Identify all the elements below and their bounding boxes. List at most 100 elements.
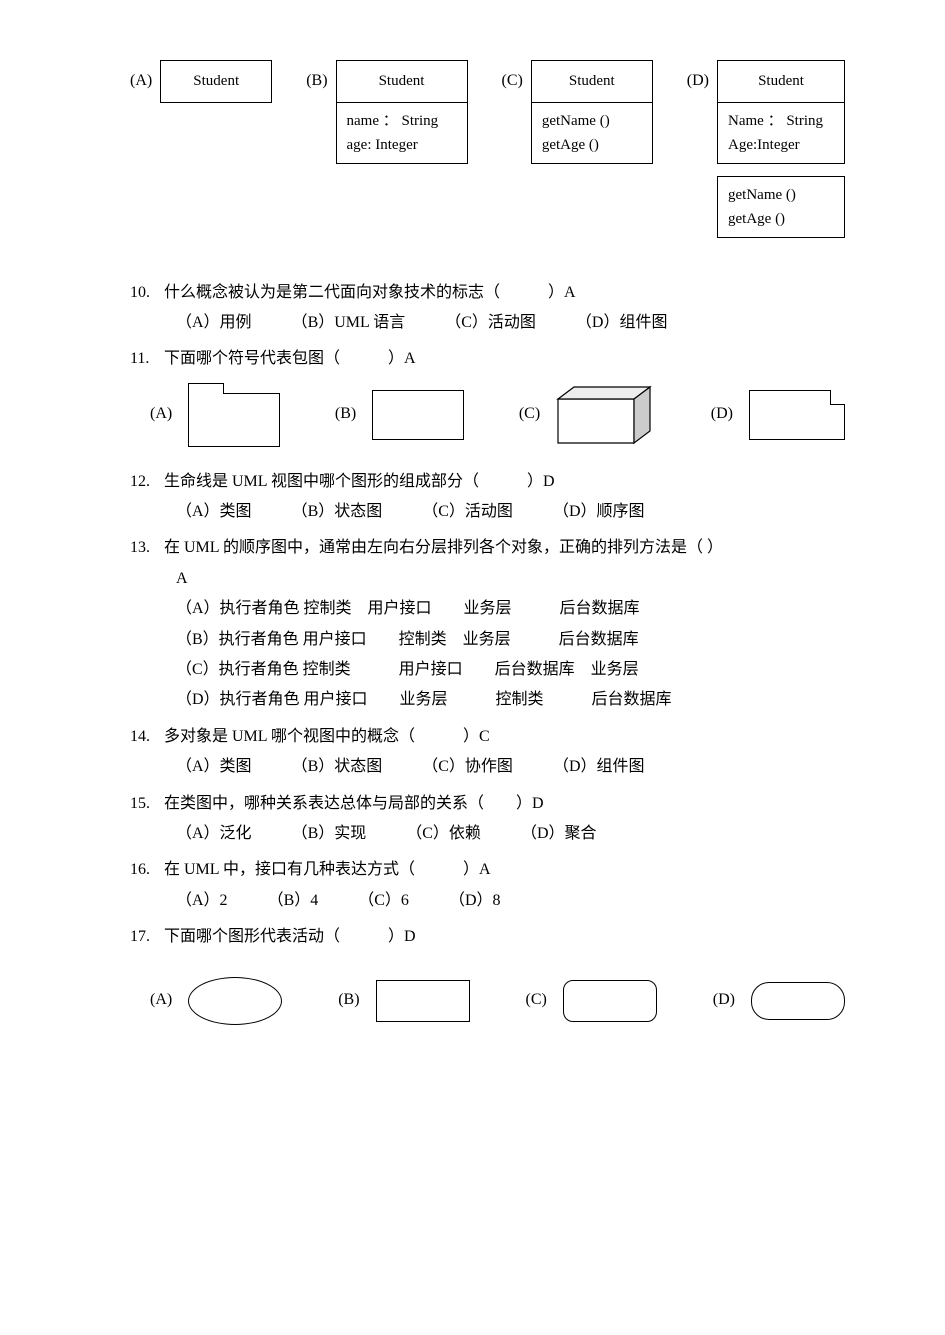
uml-c-op2: getAge () — [542, 133, 642, 157]
label-c: (C) — [501, 66, 522, 96]
label-b: (B) — [306, 66, 327, 96]
q14-num: 14. — [130, 722, 164, 752]
q11-a-label: (A) — [150, 399, 172, 429]
uml-box-c: Student getName () getAge () — [531, 60, 653, 164]
uml-box-d-wrap: Student Name ： String Age:Integer getNam… — [717, 60, 845, 238]
uml-c-op1: getName () — [542, 109, 642, 133]
q15-num: 15. — [130, 789, 164, 819]
rounded-rect-icon — [563, 980, 657, 1022]
q12-d: （D）顺序图 — [553, 497, 645, 527]
note-icon — [749, 390, 845, 440]
q10-b: （B）UML 语言 — [292, 308, 406, 338]
q15: 15. 在类图中，哪种关系表达总体与局部的关系（ ）D — [130, 789, 845, 819]
ellipse-icon — [188, 977, 282, 1025]
q17-d-label: (D) — [713, 985, 735, 1015]
q11-c-label: (C) — [519, 399, 540, 429]
q13-ans: A — [130, 564, 845, 594]
uml-option-c: (C) Student getName () getAge () — [501, 60, 652, 164]
q11-d-label: (D) — [711, 399, 733, 429]
uml-option-b: (B) Student name ： String age: Integer — [306, 60, 467, 164]
package-icon — [188, 393, 280, 447]
uml-option-d: (D) Student Name ： String Age:Integer ge… — [687, 60, 845, 238]
q16-d: （D）8 — [449, 886, 501, 916]
q10-num: 10. — [130, 278, 164, 308]
q15-a: （A）泛化 — [176, 819, 252, 849]
uml-d-attrs: Name ： String Age:Integer — [718, 102, 844, 163]
uml-option-a: (A) Student — [130, 60, 272, 103]
q11-text: 下面哪个符号代表包图（ ）A — [164, 344, 845, 374]
uml-a-name: Student — [161, 61, 271, 102]
q13-num: 13. — [130, 533, 164, 563]
uml-options-row: (A) Student (B) Student name ： String ag… — [130, 60, 845, 238]
q12-c: （C）活动图 — [422, 497, 513, 527]
pill-rect-icon — [751, 982, 845, 1020]
q16-choices: （A）2 （B）4 （C）6 （D）8 — [130, 886, 845, 916]
q14-c: （C）协作图 — [422, 752, 513, 782]
q12: 12. 生命线是 UML 视图中哪个图形的组成部分（ ）D — [130, 467, 845, 497]
q17-shapes: (A) (B) (C) (D) — [130, 977, 845, 1025]
q17-num: 17. — [130, 922, 164, 952]
q14-a: （A）类图 — [176, 752, 252, 782]
q16-a: （A）2 — [176, 886, 228, 916]
q10-text: 什么概念被认为是第二代面向对象技术的标志（ ）A — [164, 278, 845, 308]
uml-d-op2: getAge () — [728, 207, 834, 231]
q13-b: （B）执行者角色 用户接口 控制类 业务层 后台数据库 — [130, 625, 845, 655]
q15-text: 在类图中，哪种关系表达总体与局部的关系（ ）D — [164, 789, 845, 819]
q17-a-label: (A) — [150, 985, 172, 1015]
q12-text: 生命线是 UML 视图中哪个图形的组成部分（ ）D — [164, 467, 845, 497]
q13-text: 在 UML 的顺序图中，通常由左向右分层排列各个对象，正确的排列方法是（ ） — [164, 533, 845, 563]
q17-b-label: (B) — [338, 985, 359, 1015]
uml-b-attrs: name ： String age: Integer — [337, 102, 467, 163]
cube-icon — [556, 385, 656, 445]
q14-d: （D）组件图 — [553, 752, 645, 782]
q15-d: （D）聚合 — [521, 819, 597, 849]
uml-b-attr1: name ： String — [347, 109, 457, 133]
rectangle-icon — [372, 390, 464, 440]
q14-text: 多对象是 UML 哪个视图中的概念（ ）C — [164, 722, 845, 752]
q12-b: （B）状态图 — [292, 497, 383, 527]
q11: 11. 下面哪个符号代表包图（ ）A — [130, 344, 845, 374]
q13-c: （C）执行者角色 控制类 用户接口 后台数据库 业务层 — [130, 655, 845, 685]
q14-b: （B）状态图 — [292, 752, 383, 782]
q16: 16. 在 UML 中，接口有几种表达方式（ ）A — [130, 855, 845, 885]
q13-d: （D）执行者角色 用户接口 业务层 控制类 后台数据库 — [130, 685, 845, 715]
q13: 13. 在 UML 的顺序图中，通常由左向右分层排列各个对象，正确的排列方法是（… — [130, 533, 845, 563]
q10-c: （C）活动图 — [445, 308, 536, 338]
uml-d-op1: getName () — [728, 183, 834, 207]
q16-b: （B）4 — [268, 886, 319, 916]
q11-b-label: (B) — [335, 399, 356, 429]
uml-box-b: Student name ： String age: Integer — [336, 60, 468, 164]
q12-num: 12. — [130, 467, 164, 497]
uml-box-d-bottom: getName () getAge () — [717, 176, 845, 238]
q15-c: （C）依赖 — [406, 819, 481, 849]
q11-num: 11. — [130, 344, 164, 374]
q17-c-label: (C) — [525, 985, 546, 1015]
q16-num: 16. — [130, 855, 164, 885]
uml-d-ops: getName () getAge () — [718, 177, 844, 237]
label-a: (A) — [130, 66, 152, 96]
uml-c-ops: getName () getAge () — [532, 102, 652, 163]
uml-d-name: Student — [718, 61, 844, 102]
q12-a: （A）类图 — [176, 497, 252, 527]
q16-text: 在 UML 中，接口有几种表达方式（ ）A — [164, 855, 845, 885]
q12-choices: （A）类图 （B）状态图 （C）活动图 （D）顺序图 — [130, 497, 845, 527]
rectangle2-icon — [376, 980, 470, 1022]
q17: 17. 下面哪个图形代表活动（ ）D — [130, 922, 845, 952]
label-d: (D) — [687, 66, 709, 96]
uml-box-a: Student — [160, 60, 272, 103]
q15-choices: （A）泛化 （B）实现 （C）依赖 （D）聚合 — [130, 819, 845, 849]
q10: 10. 什么概念被认为是第二代面向对象技术的标志（ ）A — [130, 278, 845, 308]
q10-d: （D）组件图 — [576, 308, 668, 338]
q15-b: （B）实现 — [292, 819, 367, 849]
uml-b-name: Student — [337, 61, 467, 102]
q17-text: 下面哪个图形代表活动（ ）D — [164, 922, 845, 952]
q10-a: （A）用例 — [176, 308, 252, 338]
uml-d-attr1: Name ： String — [728, 109, 834, 133]
uml-box-d-top: Student Name ： String Age:Integer — [717, 60, 845, 164]
q14: 14. 多对象是 UML 哪个视图中的概念（ ）C — [130, 722, 845, 752]
q13-a: （A）执行者角色 控制类 用户接口 业务层 后台数据库 — [130, 594, 845, 624]
q10-choices: （A）用例 （B）UML 语言 （C）活动图 （D）组件图 — [130, 308, 845, 338]
q11-shapes: (A) (B) (C) (D) — [130, 383, 845, 447]
q16-c: （C）6 — [358, 886, 409, 916]
q14-choices: （A）类图 （B）状态图 （C）协作图 （D）组件图 — [130, 752, 845, 782]
